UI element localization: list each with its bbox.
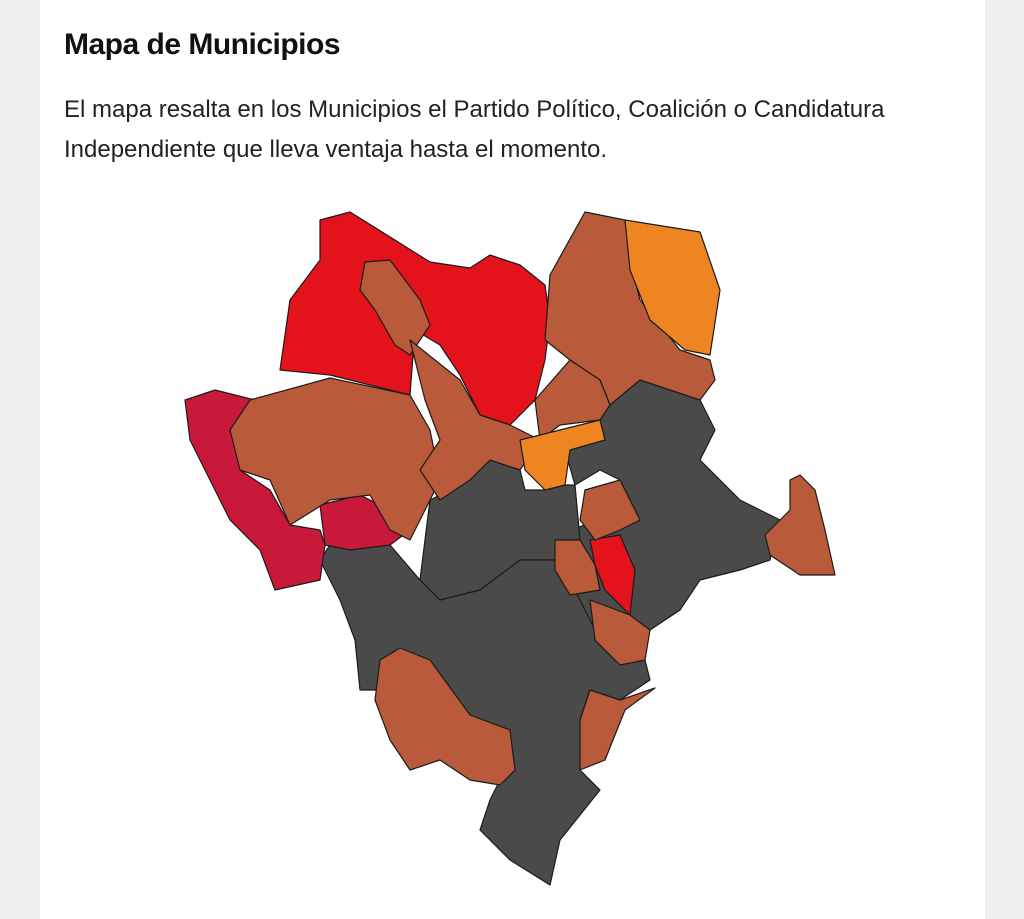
- municipality: [229, 377, 441, 541]
- municipality: [579, 479, 641, 541]
- municipality: [579, 687, 656, 771]
- orange-regions: [519, 219, 721, 491]
- municipality: [554, 539, 601, 596]
- municipality: [519, 419, 606, 491]
- brown-regions: [229, 211, 836, 786]
- title: Mapa de Municipios: [64, 28, 341, 61]
- municipality: [764, 474, 836, 576]
- municipality: [589, 599, 651, 666]
- municipality: [374, 647, 516, 786]
- municipality: [359, 259, 431, 356]
- municipality: [409, 339, 541, 501]
- municipality: [624, 219, 721, 356]
- description: El mapa resalta en los Municipios el Par…: [64, 96, 885, 163]
